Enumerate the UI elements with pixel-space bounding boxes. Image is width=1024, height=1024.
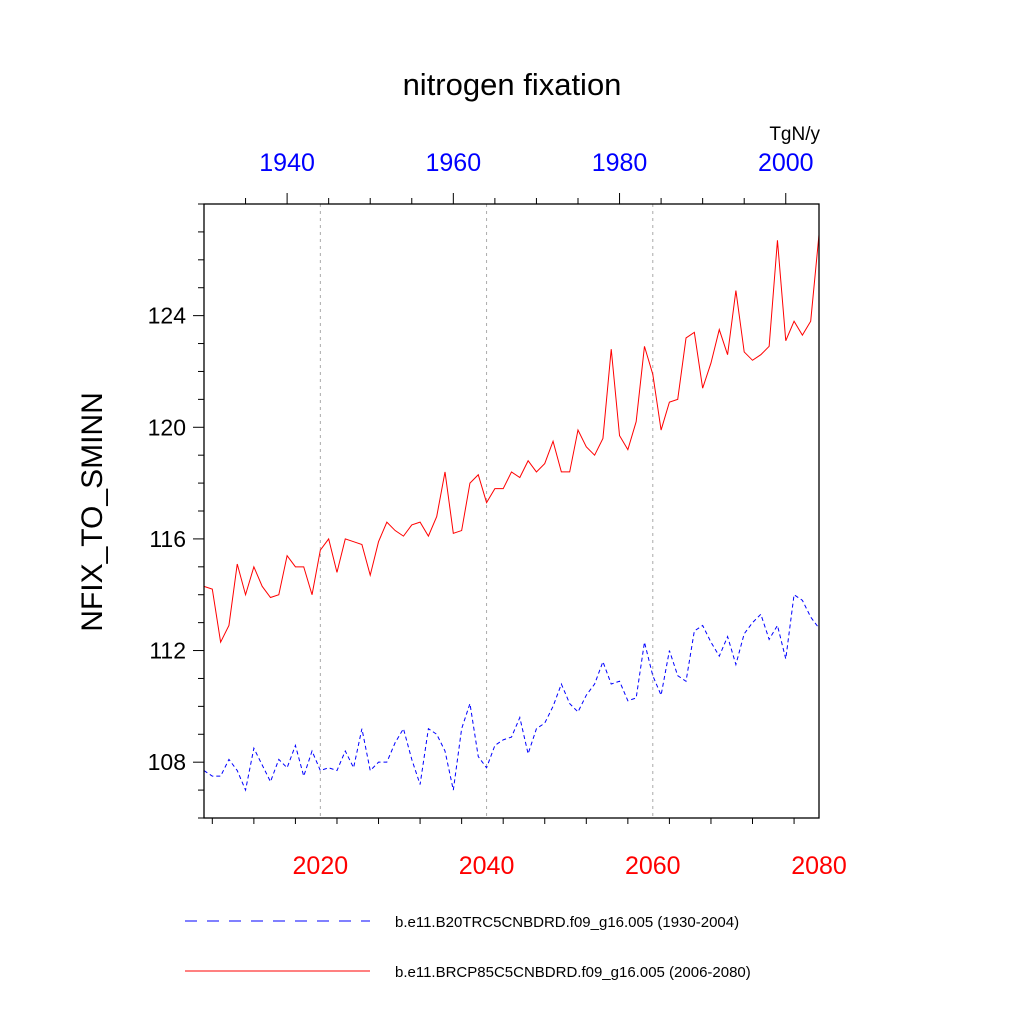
legend-label-rcp85: b.e11.BRCP85C5CNBDRD.f09_g16.005 (2006-2… — [395, 964, 751, 981]
y-tick-label: 112 — [149, 638, 186, 664]
x-bottom-tick-label: 2040 — [459, 852, 515, 880]
axes: 108 112 116 120 124 2020 2040 2060 2080 1940 1960 1… — [148, 149, 847, 880]
y-tick-label: 116 — [149, 526, 186, 552]
x-bottom-tick-label: 2020 — [293, 852, 349, 880]
y-axis-label: NFIX_TO_SMINN — [76, 392, 109, 632]
y-tick-label: 124 — [148, 303, 187, 329]
x-top-tick-label: 2000 — [758, 149, 814, 177]
legend-label-historical: b.e11.B20TRC5CNBDRD.f09_g16.005 (1930-20… — [395, 914, 739, 931]
y-tick-label: 120 — [148, 414, 186, 440]
series-line-historical — [203, 593, 820, 792]
x-top-tick-label: 1980 — [592, 149, 648, 177]
legend: b.e11.B20TRC5CNBDRD.f09_g16.005 (1930-20… — [185, 914, 751, 981]
x-top-tick-label: 1960 — [426, 149, 482, 177]
units-label: TgN/y — [769, 124, 820, 145]
plot-frame — [203, 203, 820, 819]
series-group — [203, 234, 820, 792]
x-top-tick-label: 1940 — [259, 149, 315, 177]
chart-title: nitrogen fixation — [403, 67, 622, 102]
grid-lines — [319, 204, 654, 818]
series-line-rcp85 — [203, 234, 820, 644]
x-bottom-tick-label: 2060 — [625, 852, 681, 880]
x-bottom-tick-label: 2080 — [791, 852, 847, 880]
y-tick-label: 108 — [148, 749, 186, 775]
